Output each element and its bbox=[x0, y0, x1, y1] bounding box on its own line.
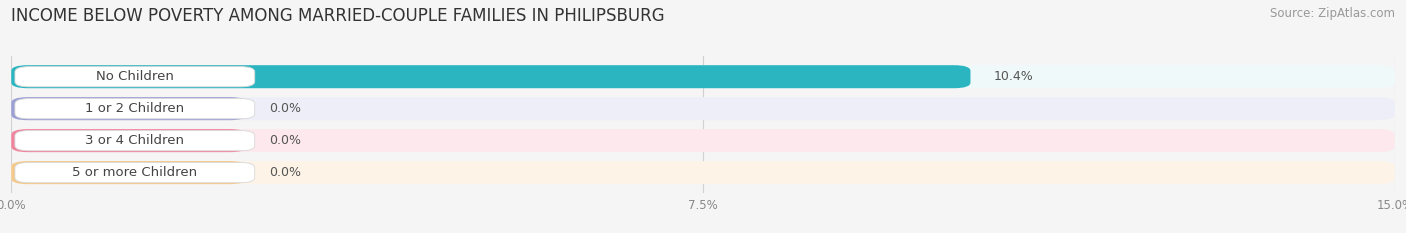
Text: INCOME BELOW POVERTY AMONG MARRIED-COUPLE FAMILIES IN PHILIPSBURG: INCOME BELOW POVERTY AMONG MARRIED-COUPL… bbox=[11, 7, 665, 25]
FancyBboxPatch shape bbox=[11, 129, 246, 152]
Text: Source: ZipAtlas.com: Source: ZipAtlas.com bbox=[1270, 7, 1395, 20]
FancyBboxPatch shape bbox=[15, 162, 254, 183]
FancyBboxPatch shape bbox=[11, 65, 970, 88]
FancyBboxPatch shape bbox=[15, 67, 254, 87]
FancyBboxPatch shape bbox=[11, 65, 1395, 88]
Text: 3 or 4 Children: 3 or 4 Children bbox=[86, 134, 184, 147]
Text: 1 or 2 Children: 1 or 2 Children bbox=[86, 102, 184, 115]
Text: 0.0%: 0.0% bbox=[270, 102, 301, 115]
FancyBboxPatch shape bbox=[11, 97, 1395, 120]
FancyBboxPatch shape bbox=[15, 99, 254, 119]
FancyBboxPatch shape bbox=[15, 130, 254, 151]
Text: 0.0%: 0.0% bbox=[270, 166, 301, 179]
FancyBboxPatch shape bbox=[11, 161, 1395, 184]
Text: 0.0%: 0.0% bbox=[270, 134, 301, 147]
FancyBboxPatch shape bbox=[11, 129, 1395, 152]
Text: 5 or more Children: 5 or more Children bbox=[72, 166, 197, 179]
FancyBboxPatch shape bbox=[11, 97, 246, 120]
Text: 10.4%: 10.4% bbox=[994, 70, 1033, 83]
Text: No Children: No Children bbox=[96, 70, 174, 83]
FancyBboxPatch shape bbox=[11, 161, 246, 184]
